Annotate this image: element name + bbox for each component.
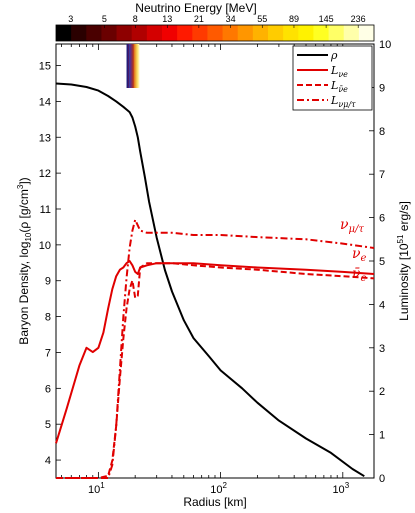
spectrum-stripe — [135, 44, 137, 88]
y-left-tick-label: 9 — [45, 276, 51, 288]
y-right-tick-label: 6 — [379, 213, 385, 225]
y-left-tick-label: 6 — [45, 383, 51, 395]
colorbar-cell — [237, 25, 254, 41]
colorbar-tick-label: 55 — [257, 14, 267, 24]
y-left-tick-label: 11 — [40, 204, 51, 216]
colorbar-cell — [146, 25, 163, 41]
y-right-tick-label: 7 — [379, 169, 385, 181]
y-right-tick-label: 8 — [379, 126, 385, 138]
legend-label-anue: Lν̄e — [330, 79, 348, 94]
colorbar-tick-label: 89 — [289, 14, 299, 24]
colorbar-tick-label: 236 — [351, 14, 366, 24]
y-right-tick-label: 2 — [379, 386, 385, 398]
series-lines — [55, 82, 375, 479]
annotation-nue: νe — [352, 246, 367, 264]
colorbar-border — [55, 24, 375, 42]
colorbar-tick-label: 8 — [133, 14, 138, 24]
colorbar-cell — [252, 25, 269, 41]
colorbar-cell — [343, 25, 360, 41]
y-right-tick-label: 9 — [379, 82, 385, 94]
colorbar-cell — [328, 25, 345, 41]
spectrum-stripes — [126, 44, 140, 88]
colorbar-cell — [222, 25, 239, 41]
colorbar-title: Neutrino Energy [MeV] — [135, 1, 256, 15]
y-left-tick-label: 4 — [45, 455, 51, 467]
colorbar-cell — [86, 25, 102, 41]
y-left-tick-label: 7 — [45, 347, 51, 359]
colorbar-cell — [56, 25, 72, 41]
y-left-tick-label: 13 — [39, 132, 51, 144]
legend: ρ Lνe Lν̄e Lνμ/τ — [292, 45, 373, 111]
colorbar-cell — [268, 25, 284, 41]
y-left-tick-label: 8 — [45, 312, 51, 324]
spectrum-stripe — [134, 44, 136, 88]
annotation-numutau: νμ/τ — [340, 217, 364, 235]
colorbar-cell — [192, 25, 208, 41]
spectrum-stripe — [132, 44, 135, 88]
x-tick-label: 102 — [210, 481, 227, 496]
colorbar-tick-label: 145 — [319, 14, 334, 24]
y-right-tick-label: 5 — [379, 256, 385, 268]
colorbar-tick-label: 3 — [68, 14, 73, 24]
y-axis-right-label: Luminosity [1051 erg/s] — [396, 201, 411, 321]
legend-label-nue: Lνe — [330, 64, 348, 79]
spectrum-stripe — [131, 44, 134, 88]
legend-box — [292, 45, 373, 111]
spectrum-stripe — [136, 44, 139, 88]
spectrum-stripe — [127, 44, 130, 88]
y-left-tick-label: 12 — [39, 168, 51, 180]
colorbar-cell — [131, 25, 148, 41]
legend-label-numutau: Lνμ/τ — [330, 94, 356, 109]
anue-luminosity-line — [56, 262, 375, 479]
spectrum-stripe — [130, 44, 132, 88]
colorbar-cell — [71, 25, 87, 41]
colorbar-tick-label: 21 — [194, 14, 204, 24]
y-axis-left-label: Baryon Density, log10(ρ [g/cm3]) — [16, 177, 33, 344]
colorbar-cell — [101, 25, 118, 41]
y-right-tick-label: 1 — [379, 430, 385, 442]
colorbar-tick-label: 5 — [102, 14, 107, 24]
spectrum-stripe — [126, 44, 129, 88]
y-right-tick-label: 3 — [379, 343, 385, 355]
y-right-tick-label: 10 — [379, 39, 391, 51]
colorbar-cell — [358, 25, 375, 41]
x-tick-label: 101 — [88, 481, 105, 496]
colorbar-cell — [298, 25, 314, 41]
numutau-luminosity-line — [56, 218, 375, 479]
y-left-tick-label: 14 — [39, 96, 51, 108]
y-right-tick-label: 4 — [379, 299, 385, 311]
density-line — [55, 82, 365, 478]
colorbar-tick-label: 34 — [226, 14, 236, 24]
x-tick-label: 103 — [332, 481, 349, 496]
y-left-tick-label: 10 — [39, 240, 51, 252]
legend-label-rho: ρ — [330, 49, 338, 62]
spectrum-stripe — [129, 44, 131, 88]
colorbar — [55, 24, 375, 42]
plot-frame — [55, 43, 375, 479]
nue-luminosity-line — [55, 260, 375, 444]
colorbar-cell — [177, 25, 193, 41]
y-right-tick-label: 0 — [379, 473, 385, 485]
colorbar-cell — [162, 25, 178, 41]
y-left-tick-label: 15 — [39, 61, 51, 73]
colorbar-cell — [116, 25, 133, 41]
colorbar-cell — [207, 25, 224, 41]
spectrum-stripe — [137, 44, 140, 88]
colorbar-cell — [283, 25, 299, 41]
annotation-anue: ν̄e — [352, 266, 367, 284]
y-left-tick-label: 5 — [45, 419, 51, 431]
colorbar-cell — [313, 25, 330, 41]
colorbar-tick-labels: 3 5 8 13 21 34 55 89 145 236 — [68, 14, 366, 28]
x-axis-label: Radius [km] — [183, 495, 246, 509]
colorbar-tick-label: 13 — [162, 14, 172, 24]
